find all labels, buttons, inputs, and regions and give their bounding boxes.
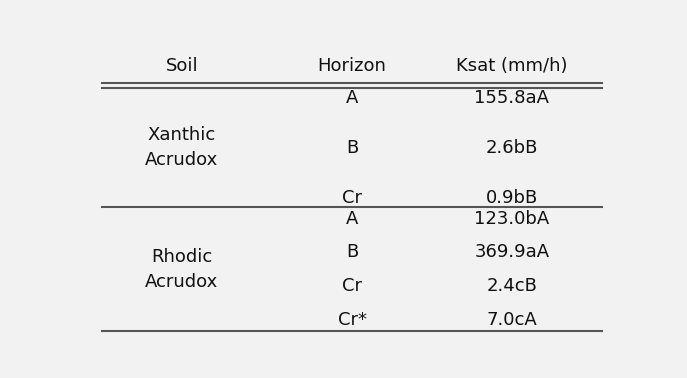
Text: 369.9aA: 369.9aA xyxy=(474,243,550,262)
Text: Cr: Cr xyxy=(342,189,362,207)
Text: Horizon: Horizon xyxy=(317,57,387,75)
Text: 123.0bA: 123.0bA xyxy=(474,209,550,228)
Text: A: A xyxy=(346,209,359,228)
Text: Ksat (mm/h): Ksat (mm/h) xyxy=(456,57,567,75)
Text: 7.0cA: 7.0cA xyxy=(486,311,537,329)
Text: B: B xyxy=(346,243,358,262)
Text: B: B xyxy=(346,139,358,157)
Text: Xanthic
Acrudox: Xanthic Acrudox xyxy=(145,127,218,169)
Text: Soil: Soil xyxy=(166,57,198,75)
Text: 2.4cB: 2.4cB xyxy=(486,277,537,296)
Text: A: A xyxy=(346,89,359,107)
Text: 155.8aA: 155.8aA xyxy=(474,89,550,107)
Text: 0.9bB: 0.9bB xyxy=(486,189,538,207)
Text: Cr: Cr xyxy=(342,277,362,296)
Text: 2.6bB: 2.6bB xyxy=(486,139,538,157)
Text: Cr*: Cr* xyxy=(337,311,367,329)
Text: Rhodic
Acrudox: Rhodic Acrudox xyxy=(145,248,218,291)
